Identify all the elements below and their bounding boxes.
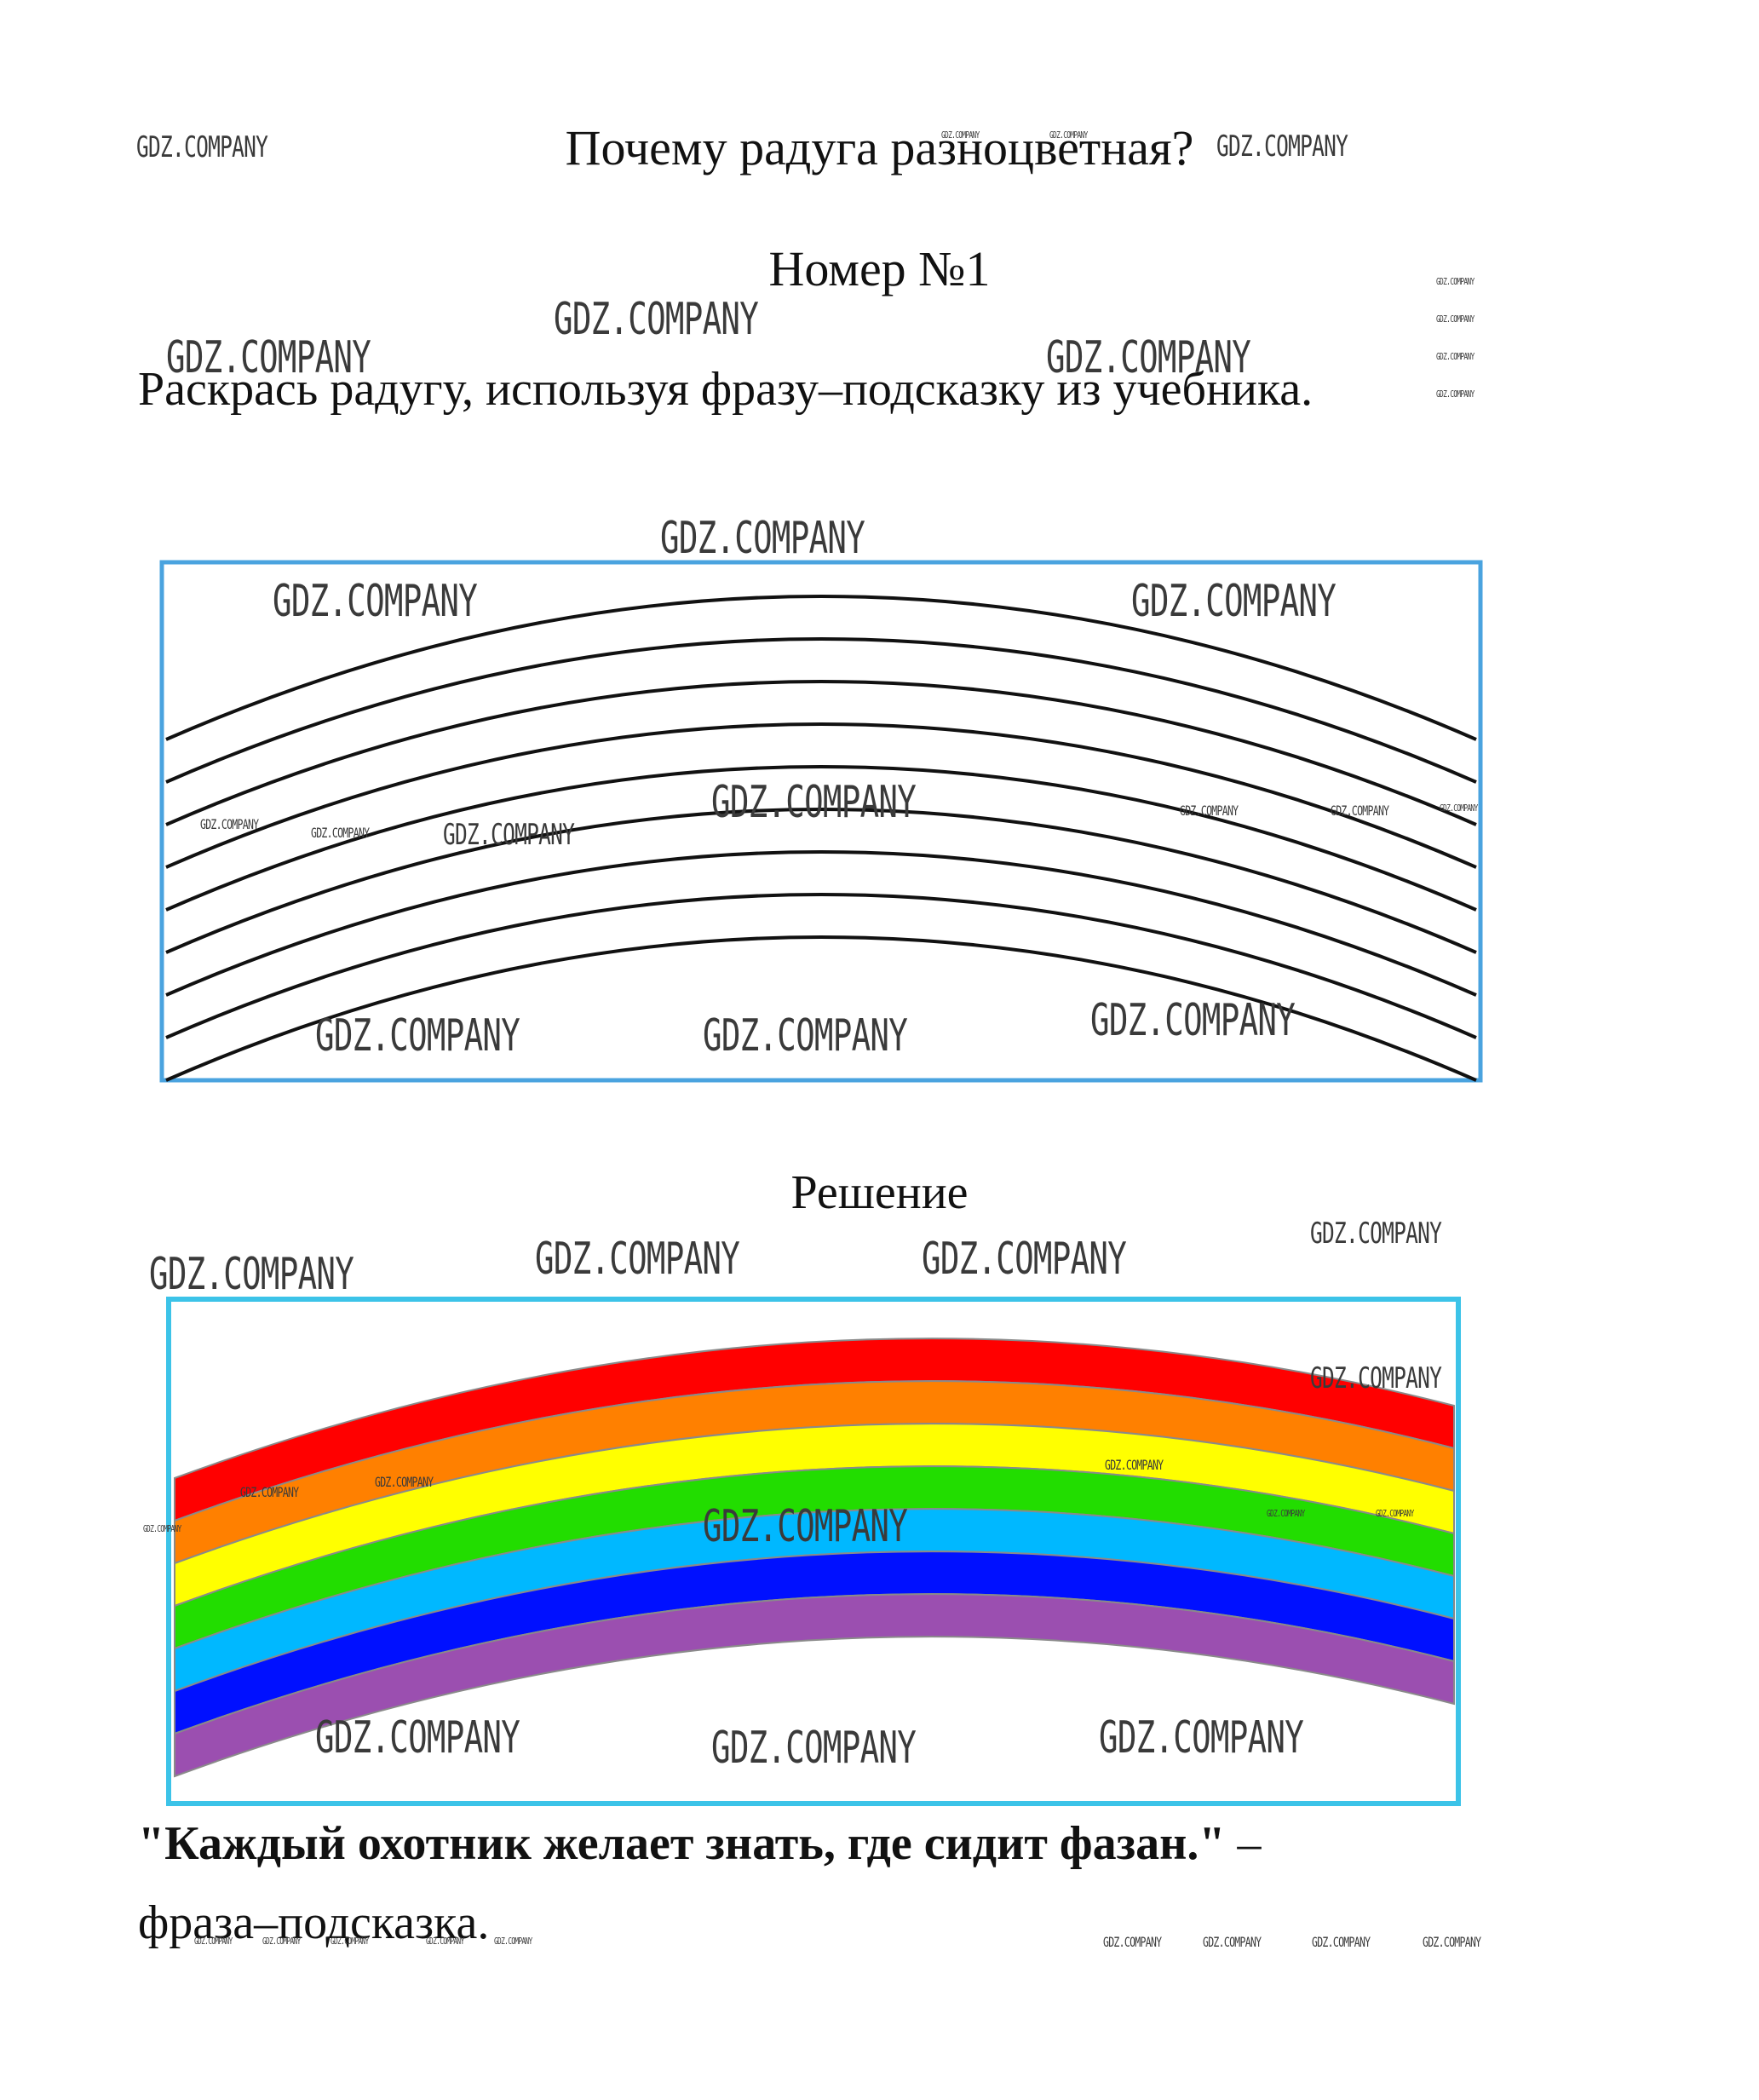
watermark: GDZ.COMPANY — [494, 1936, 532, 1947]
rainbow-outline-arc — [165, 765, 1477, 912]
watermark: GDZ.COMPANY — [1436, 388, 1474, 400]
watermark: GDZ.COMPANY — [375, 1474, 434, 1490]
watermark: GDZ.COMPANY — [1310, 1361, 1442, 1395]
rainbow-outline-arc — [165, 637, 1477, 784]
watermark: GDZ.COMPANY — [1376, 1508, 1414, 1519]
watermark: GDZ.COMPANY — [703, 1010, 908, 1062]
watermark: GDZ.COMPANY — [1310, 1217, 1442, 1251]
watermark: GDZ.COMPANY — [1436, 351, 1474, 362]
watermark: GDZ.COMPANY — [262, 1936, 301, 1947]
rainbow-outline-arc — [165, 680, 1477, 826]
watermark: GDZ.COMPANY — [1090, 995, 1296, 1046]
watermark: GDZ.COMPANY — [554, 294, 759, 345]
watermark: GDZ.COMPANY — [1423, 1934, 1481, 1950]
rainbow-band — [174, 1593, 1455, 1778]
watermark: GDZ.COMPANY — [535, 1234, 740, 1285]
hint-phrase: "Каждый охотник желает знать, где сидит … — [138, 1816, 1262, 1871]
watermark: GDZ.COMPANY — [660, 513, 865, 564]
task-number: Номер №1 — [768, 241, 991, 296]
blank-rainbow-frame — [159, 560, 1483, 1083]
watermark: GDZ.COMPANY — [941, 129, 980, 141]
hint-label: фраза–подсказка. — [138, 1896, 490, 1949]
watermark: GDZ.COMPANY — [1203, 1934, 1262, 1950]
watermark: GDZ.COMPANY — [1049, 129, 1088, 141]
watermark: GDZ.COMPANY — [1180, 803, 1239, 819]
watermark: GDZ.COMPANY — [711, 1723, 917, 1774]
watermark: GDZ.COMPANY — [200, 816, 259, 832]
rainbow-outline-arc — [165, 722, 1477, 869]
watermark: GDZ.COMPANY — [136, 130, 268, 164]
watermark: GDZ.COMPANY — [1103, 1934, 1162, 1950]
rainbow-outline-arc — [165, 850, 1477, 997]
hint-dash: – — [1225, 1817, 1262, 1870]
watermark: GDZ.COMPANY — [1312, 1934, 1371, 1950]
watermark: GDZ.COMPANY — [166, 332, 371, 383]
watermark: GDZ.COMPANY — [1105, 1457, 1164, 1473]
watermark: GDZ.COMPANY — [1216, 129, 1348, 164]
watermark: GDZ.COMPANY — [311, 825, 370, 841]
colored-rainbow — [174, 1338, 1455, 1778]
page-title: Почему радуга разноцветная? — [565, 120, 1194, 175]
watermark: GDZ.COMPANY — [315, 1712, 520, 1763]
rainbow-outline-arc — [165, 893, 1477, 1039]
solution-heading: Решение — [790, 1166, 969, 1219]
watermark: GDZ.COMPANY — [922, 1234, 1127, 1285]
watermark: GDZ.COMPANY — [1331, 803, 1389, 819]
watermark: GDZ.COMPANY — [315, 1010, 520, 1062]
watermark: GDZ.COMPANY — [1046, 332, 1251, 383]
watermark: GDZ.COMPANY — [194, 1936, 233, 1947]
watermark: GDZ.COMPANY — [703, 1501, 908, 1552]
watermark: GDZ.COMPANY — [443, 818, 575, 852]
solution-rainbow-frame — [166, 1297, 1461, 1806]
task-instruction: Раскрась радугу, используя фразу–подсказ… — [138, 363, 1314, 416]
watermark: GDZ.COMPANY — [149, 1249, 354, 1300]
hint-quote: "Каждый охотник желает знать, где сидит … — [138, 1817, 1226, 1870]
watermark: GDZ.COMPANY — [1436, 314, 1474, 325]
watermark: GDZ.COMPANY — [426, 1936, 464, 1947]
watermark: GDZ.COMPANY — [331, 1936, 369, 1947]
watermark: GDZ.COMPANY — [711, 777, 917, 828]
watermark: GDZ.COMPANY — [1099, 1712, 1304, 1763]
watermark: GDZ.COMPANY — [143, 1523, 181, 1534]
rainbow-outline-arc — [165, 808, 1477, 954]
watermark: GDZ.COMPANY — [1436, 276, 1474, 287]
blank-rainbow-arcs — [165, 595, 1477, 1082]
rainbow-outline-arc — [165, 935, 1477, 1082]
watermark: GDZ.COMPANY — [273, 576, 478, 627]
watermark: GDZ.COMPANY — [1131, 576, 1336, 627]
watermark: GDZ.COMPANY — [1267, 1508, 1305, 1519]
watermark: GDZ.COMPANY — [240, 1484, 299, 1500]
watermark: GDZ.COMPANY — [1440, 803, 1478, 814]
rainbow-outline-arc — [165, 595, 1477, 741]
